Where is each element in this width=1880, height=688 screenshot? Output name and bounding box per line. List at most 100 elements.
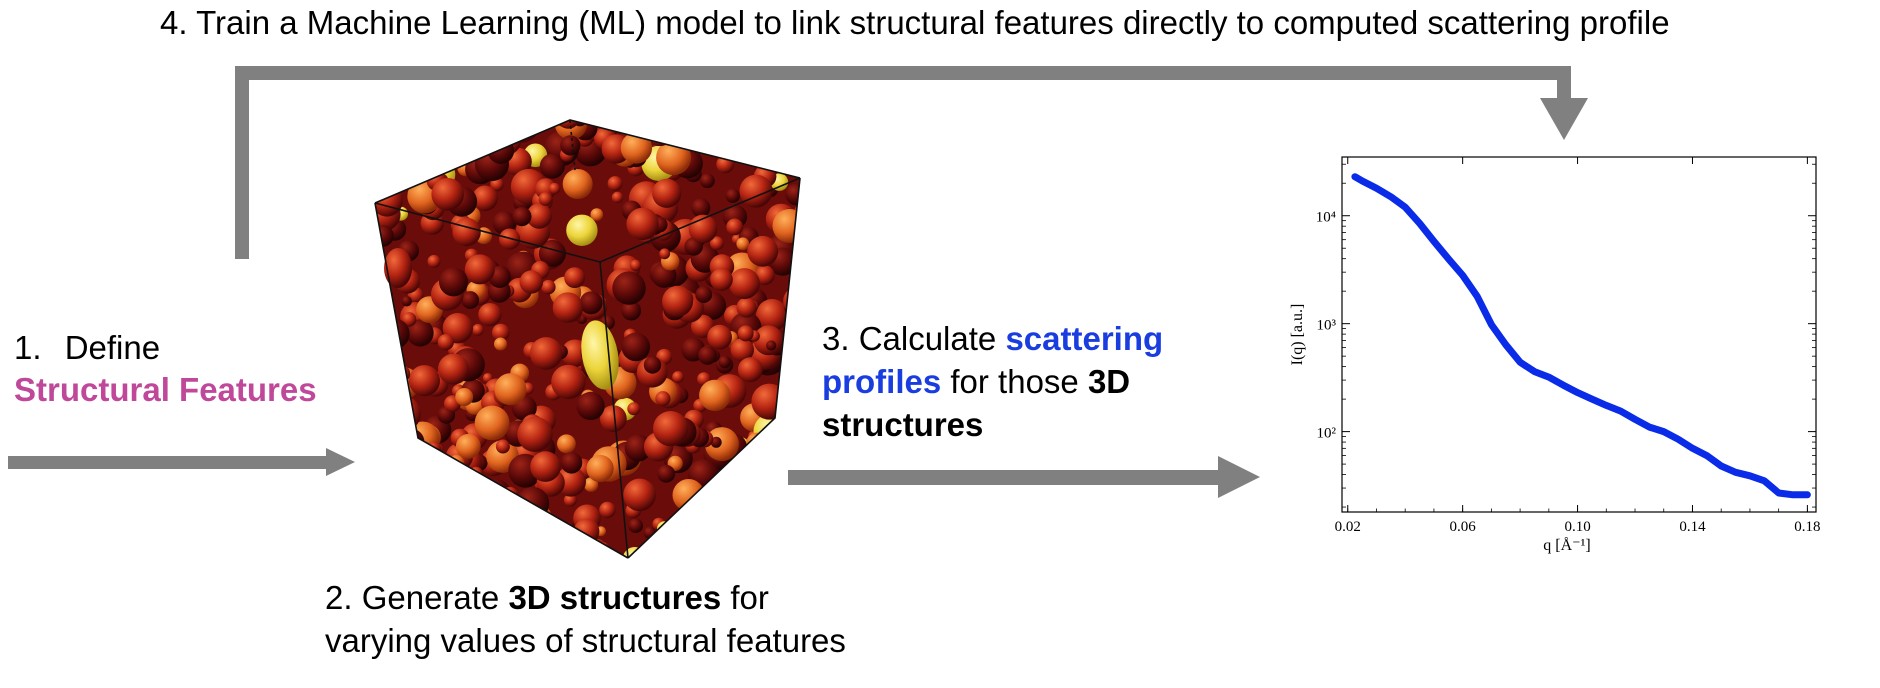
sphere bbox=[393, 465, 409, 480]
sphere bbox=[579, 291, 603, 315]
step1-number: 1. bbox=[14, 329, 42, 366]
sphere bbox=[482, 120, 505, 126]
sphere bbox=[375, 156, 402, 185]
sphere bbox=[657, 464, 676, 483]
sphere bbox=[436, 492, 457, 513]
sphere bbox=[480, 491, 505, 515]
sphere bbox=[408, 120, 423, 130]
step2-prefix: 2. Generate bbox=[325, 579, 509, 616]
x-tick-label: 0.18 bbox=[1794, 519, 1820, 535]
sphere bbox=[427, 254, 441, 268]
step3-prefix: 3. Calculate bbox=[822, 320, 1006, 357]
sphere bbox=[756, 299, 789, 332]
sphere bbox=[398, 168, 418, 188]
sphere bbox=[770, 145, 790, 165]
sphere bbox=[611, 191, 624, 204]
sphere bbox=[777, 423, 800, 445]
sphere bbox=[686, 541, 710, 558]
sphere bbox=[653, 411, 689, 447]
sphere bbox=[375, 341, 398, 368]
sphere bbox=[455, 388, 474, 406]
sphere bbox=[759, 120, 792, 146]
sphere bbox=[737, 526, 753, 542]
sphere bbox=[728, 268, 760, 300]
step2-label: 2. Generate 3D structures for varying va… bbox=[325, 576, 846, 662]
sphere bbox=[492, 323, 510, 342]
sphere bbox=[478, 303, 502, 327]
sphere bbox=[766, 444, 787, 465]
sphere bbox=[464, 254, 495, 285]
sphere bbox=[737, 539, 752, 554]
sphere bbox=[721, 463, 749, 492]
sphere bbox=[375, 262, 386, 288]
step3-scattering: scattering bbox=[1005, 320, 1164, 357]
sphere bbox=[700, 120, 731, 138]
step4-label: 4. Train a Machine Learning (ML) model t… bbox=[160, 2, 1670, 44]
sphere bbox=[730, 338, 754, 362]
sphere bbox=[487, 137, 515, 164]
sphere bbox=[799, 120, 800, 127]
sphere bbox=[649, 120, 660, 124]
sphere bbox=[706, 549, 719, 558]
sphere bbox=[401, 532, 431, 558]
sphere bbox=[562, 169, 593, 199]
y-axis-label: I(q) [a.u.] bbox=[1289, 304, 1306, 366]
step1-label: 1. Define Structural Features bbox=[14, 327, 317, 411]
sphere bbox=[777, 150, 800, 173]
sphere bbox=[678, 536, 701, 558]
feedback-arrow bbox=[235, 66, 1588, 259]
sphere bbox=[560, 452, 583, 474]
sphere bbox=[512, 207, 532, 227]
sphere bbox=[620, 132, 653, 164]
sphere bbox=[482, 507, 508, 533]
step3-middle: for those bbox=[941, 363, 1088, 400]
sphere bbox=[375, 318, 382, 339]
sphere bbox=[494, 337, 507, 351]
sphere bbox=[672, 479, 705, 512]
sphere bbox=[501, 486, 519, 504]
sphere bbox=[375, 383, 400, 417]
red-ellipsoid bbox=[384, 248, 412, 288]
sphere bbox=[655, 391, 671, 407]
sphere bbox=[726, 218, 744, 236]
sphere bbox=[375, 435, 391, 470]
sphere bbox=[775, 511, 800, 544]
sphere bbox=[375, 246, 380, 265]
sphere bbox=[389, 124, 423, 158]
sphere bbox=[502, 120, 525, 138]
sphere bbox=[380, 120, 411, 135]
sphere bbox=[702, 525, 736, 558]
sphere bbox=[667, 515, 691, 539]
sphere bbox=[780, 120, 800, 149]
sphere bbox=[407, 451, 442, 485]
step3-bold-3d: 3D bbox=[1087, 363, 1131, 400]
sphere bbox=[440, 479, 459, 498]
sphere bbox=[555, 466, 587, 497]
sphere bbox=[375, 179, 389, 200]
sphere bbox=[408, 365, 440, 397]
sphere bbox=[397, 428, 425, 456]
sphere bbox=[628, 518, 643, 533]
sphere bbox=[691, 198, 711, 218]
sphere bbox=[477, 531, 499, 554]
sphere bbox=[754, 265, 775, 286]
feedback-arrow-head bbox=[1540, 98, 1588, 140]
step4-text: 4. Train a Machine Learning (ML) model t… bbox=[160, 4, 1670, 41]
sphere bbox=[433, 121, 466, 155]
sphere bbox=[375, 501, 407, 538]
arrow-2-to-3 bbox=[788, 456, 1260, 498]
sphere bbox=[739, 471, 760, 492]
sphere bbox=[439, 495, 465, 521]
sphere bbox=[576, 391, 605, 421]
sphere bbox=[564, 267, 585, 288]
sphere bbox=[504, 120, 540, 143]
sphere bbox=[725, 120, 745, 138]
y-tick-label: 10² bbox=[1317, 426, 1337, 442]
sphere bbox=[402, 528, 419, 545]
sphere bbox=[555, 532, 571, 548]
sphere bbox=[612, 271, 646, 305]
sphere bbox=[784, 301, 800, 335]
sphere bbox=[428, 499, 442, 513]
sphere bbox=[452, 217, 481, 247]
